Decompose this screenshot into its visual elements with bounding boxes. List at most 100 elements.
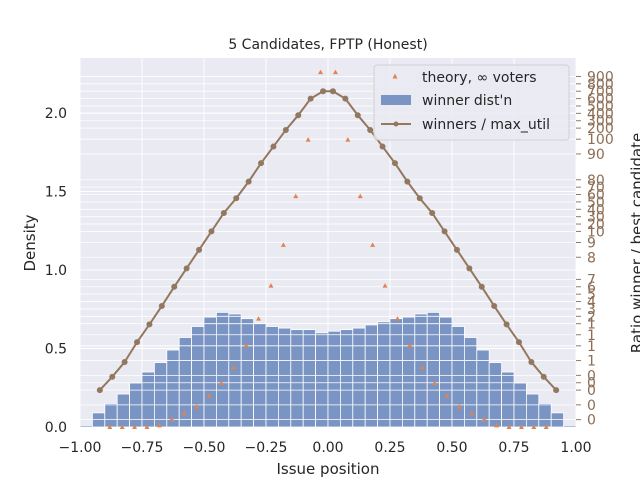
x-tick-label: −1.00 (59, 440, 102, 456)
ratio-point (515, 339, 522, 346)
legend-label-theory: theory, ∞ voters (422, 70, 537, 86)
theory-point (318, 69, 324, 75)
theory-series (107, 69, 549, 429)
legend-item-bars: winner dist'n (381, 93, 512, 109)
ratio-point (491, 302, 498, 309)
theory-point (280, 242, 286, 247)
theory-point (243, 342, 249, 348)
y-tick-label: 2.0 (45, 106, 67, 122)
theory-point (132, 424, 138, 429)
right-tick-label: 5 (587, 287, 596, 303)
histogram-bar (364, 324, 379, 428)
x-tick-label: 0.50 (436, 440, 467, 456)
theory-point (144, 424, 150, 429)
right-tick-label: 0 (587, 398, 596, 414)
right-tick-label: 0 (587, 383, 596, 399)
histogram-bar (265, 326, 279, 428)
theory-point (370, 242, 376, 247)
histogram-bar (339, 329, 354, 428)
histogram-bar (116, 393, 130, 428)
right-tick-label: 1 (587, 354, 596, 370)
theory-point (518, 424, 524, 429)
ratio-point (466, 265, 473, 272)
histogram-bar (79, 425, 93, 428)
theory-point (156, 422, 162, 428)
right-tick-label: 1 (587, 339, 596, 355)
theory-marker-icon (392, 73, 398, 79)
ratio-point (416, 195, 423, 202)
right-tick-label: 100 (587, 132, 614, 148)
ratio-point (183, 265, 190, 272)
x-tick-label: 0.00 (312, 440, 343, 456)
right-tick-label: 10 (587, 224, 605, 240)
ratio-point (196, 246, 203, 253)
right-tick-label: 1 (587, 317, 596, 333)
ratio-point (220, 209, 227, 216)
x-axis-label: Issue position (277, 460, 380, 478)
x-tick-label: 0.75 (498, 440, 529, 456)
ratio-point (453, 246, 460, 253)
theory-point (231, 364, 237, 370)
legend-label-bars: winner dist'n (422, 93, 512, 109)
theory-point (394, 316, 400, 321)
histogram-bar (352, 327, 366, 428)
ratio-point (282, 126, 289, 133)
theory-point (456, 404, 462, 409)
right-tick-label: 0 (587, 368, 596, 384)
histogram-bar (290, 329, 304, 428)
histogram-bar (526, 393, 540, 428)
theory-point (357, 193, 363, 199)
x-tick-label: 1.00 (560, 440, 591, 456)
theory-point (181, 410, 187, 415)
theory-point (293, 193, 299, 199)
ratio-point (171, 283, 178, 290)
right-tick-label: 40 (587, 202, 605, 218)
histogram-bar (153, 362, 168, 428)
histogram-bar (476, 349, 490, 428)
theory-point (543, 424, 549, 429)
histogram-bar (439, 316, 453, 428)
ratio-point (245, 178, 252, 185)
ratio-point (367, 126, 374, 133)
theory-point (506, 424, 512, 429)
right-tick-label: 2 (587, 309, 596, 325)
x-axis-ticks: −1.00 −0.75 −0.50 −0.25 0.00 0.25 0.50 0.75 1.00 (59, 440, 592, 456)
y-tick-label: 0.0 (45, 420, 67, 436)
theory-point (107, 424, 113, 429)
theory-point (218, 380, 224, 386)
theory-point (432, 380, 438, 386)
y-axis-label: Density (21, 214, 39, 271)
theory-point (382, 283, 388, 288)
ratio-point (354, 112, 361, 119)
right-tick-label: 600 (587, 92, 614, 108)
right-axis-label: Ratio winner / best candidate (628, 133, 640, 353)
chart-title: 5 Candidates, FPTP (Honest) (228, 37, 427, 53)
histogram-bar (203, 316, 217, 428)
right-tick-label: 300 (587, 114, 614, 130)
theory-point (494, 422, 500, 428)
line-marker-icon (393, 121, 399, 127)
y-tick-label: 0.5 (45, 341, 67, 357)
ratio-point (96, 387, 103, 394)
right-tick-label: 3 (587, 302, 596, 318)
ratio-point (307, 95, 314, 102)
ratio-point (391, 160, 398, 167)
theory-point (194, 404, 200, 409)
right-tick-label: 70 (587, 180, 605, 196)
ratio-point (528, 359, 535, 366)
theory-point (169, 416, 175, 422)
ratio-point (503, 321, 510, 328)
ratio-point (441, 228, 448, 235)
right-tick-label: 30 (587, 210, 605, 226)
right-tick-label: 80 (587, 173, 605, 189)
theory-point (305, 137, 311, 142)
right-tick-label: 0 (587, 376, 596, 392)
histogram-bar (426, 311, 441, 428)
histogram-bar (401, 316, 416, 428)
right-tick-label: 60 (587, 188, 605, 204)
x-tick-label: −0.25 (245, 440, 288, 456)
histogram-bar (141, 371, 155, 428)
right-axis-ticks: 0000011112345678910203040506070809010020… (576, 69, 614, 429)
x-tick-label: −0.50 (183, 440, 226, 456)
histogram-bar (488, 362, 503, 428)
